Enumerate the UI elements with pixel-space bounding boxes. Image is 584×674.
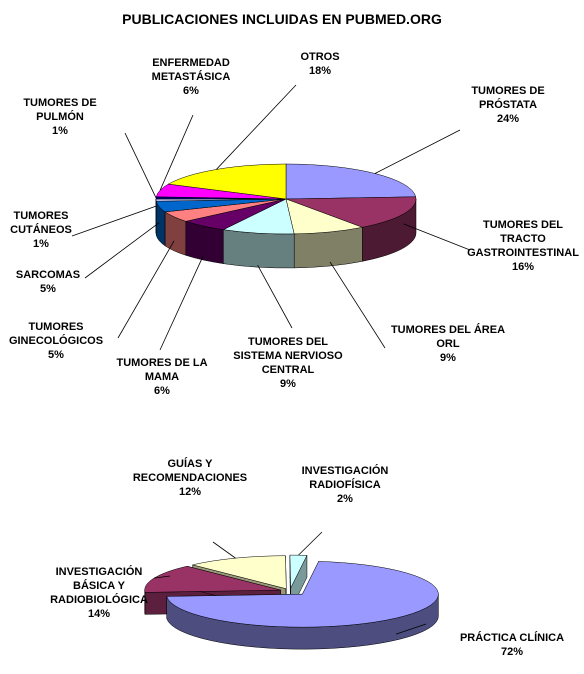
leader-line-tumores-cutaneos: [71, 205, 157, 237]
slice-tumores-del-tracto-gastrointestinal: [285, 196, 417, 228]
percent-label: 9%: [280, 378, 296, 390]
label-line: ORL: [436, 338, 460, 350]
slice-label-otros: OTROS 18%: [216, 51, 340, 170]
label-line: PRÁCTICA CLÍNICA: [460, 631, 564, 644]
percent-label: 9%: [440, 352, 456, 364]
percent-label: 14%: [88, 608, 110, 620]
label-line: OTROS: [300, 51, 339, 63]
label-line: TUMORES: [14, 210, 69, 222]
leader-line-practica-clinica: [395, 623, 427, 635]
label-line: TUMORES DEL ÁREA: [391, 323, 505, 336]
slice-tumores-de-prostata: [285, 163, 417, 200]
label-line: RADIOFÍSICA: [309, 478, 381, 491]
leader-line-tumores-del-tracto-gastrointestinal: [403, 223, 471, 251]
percent-label: 6%: [154, 385, 170, 397]
label-line: GUÍAS Y: [167, 457, 213, 470]
percent-label: 1%: [52, 125, 68, 137]
percent-label: 6%: [183, 85, 199, 97]
slice-label-tumores-del-area-orl: TUMORES DEL ÁREA ORL 9%: [329, 261, 505, 364]
leader-line-otros: [216, 84, 297, 170]
label-line: PULMÓN: [36, 110, 84, 123]
leader-line-guias-y-recomendaciones: [212, 541, 236, 559]
label-line: CENTRAL: [262, 364, 315, 376]
slice-label-guias-y-recomendaciones: GUÍAS Y RECOMENDACIONES 12%: [133, 457, 247, 559]
label-line: SARCOMAS: [16, 269, 80, 281]
label-line: TUMORES DE: [471, 85, 544, 97]
label-line: TUMORES DEL: [483, 219, 563, 231]
label-line: MAMA: [145, 371, 179, 383]
label-line: TUMORES DE LA: [116, 357, 207, 369]
leader-line-tumores-de-pulmon: [124, 132, 157, 199]
percent-label: 1%: [33, 238, 49, 250]
leader-line-investigacion-radiofisica: [298, 531, 323, 556]
label-line: INVESTIGACIÓN: [302, 464, 389, 477]
leader-line-tumores-del-sistema-nervioso-central: [257, 264, 293, 329]
label-line: GASTROINTESTINAL: [467, 247, 579, 259]
percent-label: 72%: [501, 646, 523, 658]
slice-label-tumores-del-tracto-gastrointestinal: TUMORES DEL TRACTO GASTROINTESTINAL 16%: [403, 219, 579, 273]
percent-label: 12%: [179, 486, 201, 498]
label-line: INVESTIGACIÓN: [56, 565, 143, 578]
label-line: PRÓSTATA: [479, 98, 537, 111]
leader-line-tumores-del-area-orl: [329, 261, 386, 349]
slice-otros: [167, 163, 287, 200]
slice-guias-y-recomendaciones: [192, 555, 287, 590]
percent-label: 18%: [309, 65, 331, 77]
percent-label: 16%: [512, 261, 534, 273]
leader-line-enfermedad-metastasica: [159, 114, 194, 191]
leader-line-tumores-de-prostata: [374, 129, 461, 174]
label-line: TUMORES DEL: [248, 336, 328, 348]
leader-line-tumores-de-la-mama: [159, 255, 204, 351]
label-line: METASTÁSICA: [152, 70, 231, 83]
slice-practica-clinica: [166, 561, 439, 628]
percent-label: 2%: [337, 493, 353, 505]
slice-label-tumores-del-sistema-nervioso-central: TUMORES DEL SISTEMA NERVIOSO CENTRAL 9%: [233, 264, 343, 390]
label-line: RECOMENDACIONES: [133, 472, 247, 484]
label-line: GINECOLÓGICOS: [9, 334, 103, 347]
label-line: TUMORES DE: [23, 97, 96, 109]
slice-label-practica-clinica: PRÁCTICA CLÍNICA 72%: [395, 623, 564, 658]
label-line: TRACTO: [500, 233, 546, 245]
percent-label: 24%: [497, 113, 519, 125]
label-line: TUMORES: [29, 321, 84, 333]
slice-label-tumores-de-la-mama: TUMORES DE LA MAMA 6%: [116, 255, 208, 397]
label-line: RADIOBIOLÓGICA: [50, 593, 148, 606]
percent-label: 5%: [48, 349, 64, 361]
label-line: BÁSICA Y: [73, 579, 126, 592]
label-line: SISTEMA NERVIOSO: [233, 350, 343, 362]
label-line: ENFERMEDAD: [152, 57, 230, 69]
leader-line-sarcomas: [84, 222, 160, 279]
percent-label: 5%: [40, 283, 56, 295]
leader-line-tumores-ginecologicos: [117, 240, 175, 339]
chart-title: PUBLICACIONES INCLUIDAS EN PUBMED.ORG: [122, 11, 442, 27]
label-line: CUTÁNEOS: [10, 223, 72, 236]
slice-investigacion-radiofisica: [289, 554, 308, 589]
slice-label-sarcomas: SARCOMAS 5%: [16, 222, 160, 295]
leader-line-investigacion-basica-y-radiobiologica: [153, 575, 171, 579]
